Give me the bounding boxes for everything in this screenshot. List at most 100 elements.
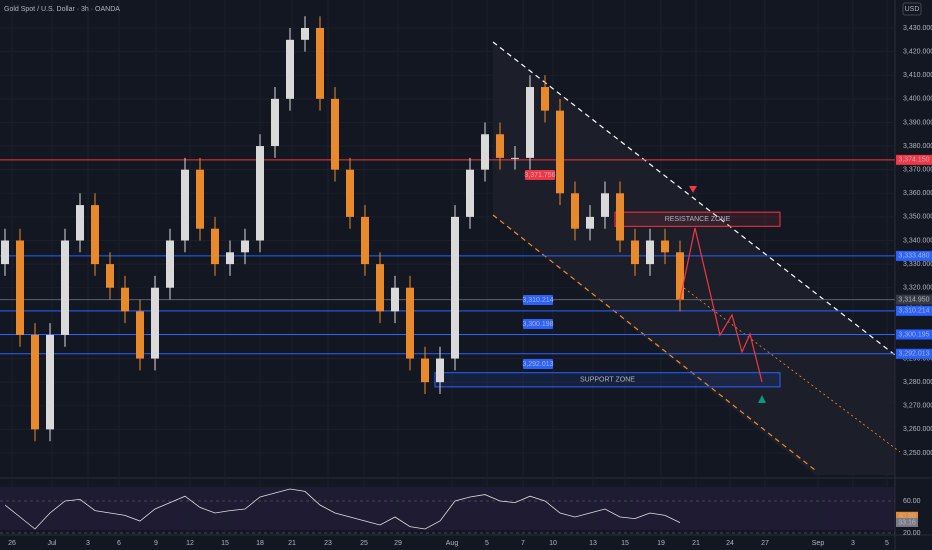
candle-body <box>121 287 129 312</box>
x-tick-label: 5 <box>485 540 489 547</box>
price-tag <box>896 250 932 261</box>
x-tick-label: 24 <box>726 540 734 547</box>
x-tick-label: 12 <box>186 540 194 547</box>
candle-body <box>76 205 84 241</box>
candle-body <box>421 358 429 383</box>
candle-body <box>241 240 249 253</box>
candle-body <box>466 169 474 217</box>
price-tag-label: 3,310.214 <box>898 308 929 315</box>
candle-body <box>271 98 279 147</box>
candle-body <box>571 193 579 229</box>
candle-body <box>226 252 234 265</box>
price-tag <box>896 294 932 305</box>
candle-body <box>541 87 549 111</box>
y-tick-label: 3,390.000 <box>903 119 932 126</box>
x-tick-label: 10 <box>549 540 557 547</box>
candle-body <box>136 311 144 359</box>
y-tick-label: 3,350.000 <box>903 214 932 221</box>
rsi-tick-label: 60.00 <box>903 498 921 505</box>
candle-body <box>526 87 534 158</box>
y-tick-label: 3,420.000 <box>903 48 932 55</box>
annotation-box <box>523 359 553 369</box>
candle-body <box>631 240 639 265</box>
candle-body <box>286 39 294 99</box>
y-tick-label: 3,360.000 <box>903 190 932 197</box>
rsi-tag <box>896 517 918 527</box>
candle-body <box>16 240 24 335</box>
candle-body <box>376 264 384 312</box>
x-tick-label: 7 <box>521 540 525 547</box>
x-tick-label: 15 <box>621 540 629 547</box>
price-tag-label: 3,292.013 <box>898 351 929 358</box>
annotation-box <box>523 319 553 329</box>
y-tick-label: 3,400.000 <box>903 96 932 103</box>
candle-body <box>301 28 309 40</box>
x-tick-label: 25 <box>360 540 368 547</box>
x-tick-label: 21 <box>288 540 296 547</box>
annotation: 3,310.214 <box>522 297 553 304</box>
rsi-line <box>4 488 681 530</box>
y-tick-label: 3,250.000 <box>903 450 932 457</box>
candle-body <box>436 358 444 383</box>
channel-mid <box>679 284 901 453</box>
price-tag <box>896 305 932 316</box>
rsi-tick-label: 20.00 <box>903 530 921 537</box>
x-tick-label: 21 <box>692 540 700 547</box>
channel-upper <box>492 41 896 356</box>
x-tick-label: Sep <box>812 540 825 547</box>
candle-body <box>586 216 594 229</box>
candle-body <box>646 240 654 265</box>
rsi-tag-label: 33.16 <box>898 519 916 526</box>
price-tag <box>896 348 932 359</box>
annotation: 3,300.198 <box>522 321 553 328</box>
annotation-box <box>523 295 553 305</box>
x-tick-label: Jul <box>48 540 57 547</box>
candle-body <box>151 287 159 359</box>
x-tick-label: Aug <box>446 540 459 547</box>
x-tick-label: 3 <box>86 540 90 547</box>
candle-body <box>406 287 414 359</box>
candle-body <box>556 110 564 194</box>
candle-body <box>31 334 39 430</box>
candle-body <box>1 240 9 265</box>
x-tick-label: 27 <box>761 540 769 547</box>
zone-label: SUPPORT ZONE <box>580 377 635 384</box>
zone <box>614 211 781 227</box>
candle-body <box>316 28 324 99</box>
down-arrow <box>689 186 697 193</box>
zone-label: RESISTANCE ZONE <box>665 216 731 223</box>
x-tick-label: 9 <box>154 540 158 547</box>
x-tick-label: 3 <box>851 540 855 547</box>
y-tick-label: 3,370.000 <box>903 167 932 174</box>
candle-body <box>181 169 189 241</box>
candle-body <box>676 252 684 300</box>
y-tick-label: 3,430.000 <box>903 25 932 32</box>
candle-body <box>166 240 174 288</box>
candle-body <box>331 98 339 170</box>
candle-body <box>616 193 624 241</box>
candle-body <box>361 216 369 265</box>
candle-body <box>661 240 669 253</box>
candle-body <box>511 157 519 159</box>
y-tick-label: 3,340.000 <box>903 237 932 244</box>
y-tick-label: 3,260.000 <box>903 426 932 433</box>
candle-body <box>196 169 204 229</box>
candle-body <box>391 287 399 312</box>
rsi-tag <box>896 511 918 521</box>
candle-body <box>61 240 69 335</box>
y-tick-label: 3,380.000 <box>903 143 932 150</box>
annotation: 3,371.756 <box>524 172 555 179</box>
y-tick-label: 3,290.000 <box>903 355 932 362</box>
y-tick-label: 3,410.000 <box>903 72 932 79</box>
price-tag-label: 3,300.195 <box>898 331 929 338</box>
candle-body <box>91 205 99 265</box>
candle-body <box>496 134 504 158</box>
y-tick-label: 3,280.000 <box>903 379 932 386</box>
x-tick-label: 5 <box>885 540 889 547</box>
x-tick-label: 13 <box>589 540 597 547</box>
candle-body <box>256 146 264 241</box>
candle-body <box>211 228 219 265</box>
x-tick-label: 23 <box>324 540 332 547</box>
projection-path <box>679 227 763 383</box>
